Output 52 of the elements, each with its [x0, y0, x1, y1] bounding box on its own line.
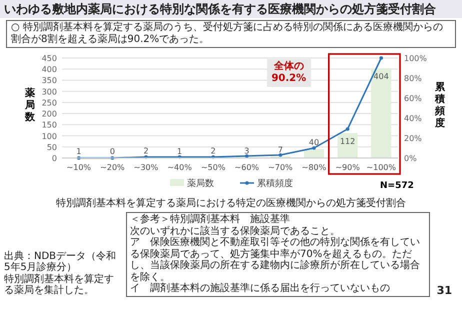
text: 特別調剤基本料を算定する薬局を集計した。: [4, 274, 115, 296]
y-tick-label: 450: [42, 54, 57, 63]
x-tick-label: ~30%: [134, 163, 159, 172]
data-label: 2: [210, 146, 216, 156]
y2-tick-label: 100%: [404, 54, 428, 63]
x-tick-label: ~40%: [167, 163, 192, 172]
x-tick-label: ~10%: [66, 163, 92, 172]
text: ア 保険医療機関と不動産取引等その他の特別な関係を有している保険薬局であって、処方箋集中率が70%を超えるもの。ただし、当該保険薬局の所在する建物内に診療所が所在している場合を除く。: [130, 237, 421, 282]
y2-tick-label: 80%: [404, 74, 422, 83]
data-label: 1: [76, 146, 82, 156]
y2-tick-label: 60%: [404, 94, 422, 103]
data-label: 7: [278, 145, 283, 154]
data-label: 40: [308, 138, 320, 148]
text: ＜参考＞特別調剤基本料 施設基準: [130, 214, 291, 226]
y-tick-label: 250: [42, 98, 57, 108]
text: 31: [436, 284, 452, 296]
annotation: 全体の90.2%: [266, 59, 311, 87]
y-tick-label: 200: [42, 110, 57, 119]
y2-tick-label: 0%: [404, 154, 418, 163]
legend-label: 累積頻度: [257, 178, 293, 189]
data-label: 404: [374, 72, 389, 82]
text: 次のいずれかに該当する保険薬局であること。: [130, 226, 341, 236]
chart-title: いわゆる敷地内薬局における特別な関係を有する医療機関からの処方箋受付割合: [0, 0, 462, 18]
y-tick-label: 150: [42, 120, 57, 130]
x-tick-label: ~50%: [200, 163, 226, 172]
data-label: 0: [110, 147, 115, 156]
x-tick-label: ~20%: [100, 163, 126, 172]
y-axis-title: 薬局数: [24, 87, 36, 123]
source-note: 出典：NDBデータ（令和5年5月診療分）: [4, 250, 118, 274]
x-tick-label: ~70%: [268, 163, 294, 172]
x-tick-label: ~100%: [366, 163, 396, 172]
text: N=572: [380, 181, 414, 191]
data-label: 2: [143, 146, 149, 156]
data-label: 112: [340, 137, 356, 146]
x-axis-title: 特別調剤基本料を算定する薬局における特定の医療機関からの処方箋受付割合: [55, 198, 407, 210]
x-tick-label: ~80%: [302, 163, 327, 172]
x-tick-label: ~60%: [234, 163, 260, 172]
data-label: 3: [244, 146, 250, 156]
y2-tick-label: 20%: [404, 134, 422, 143]
y2-axis-title: 累積頻度: [434, 81, 446, 129]
legend-label: 薬局数: [187, 178, 214, 189]
y-tick-label: 50: [46, 142, 57, 152]
x-tick-label: ~90%: [335, 163, 360, 172]
y2-tick-label: 40%: [404, 114, 422, 123]
chart-subtitle: ○ 特別調剤基本料を算定する薬局のうち、受付処方箋に占める特別の関係にある医療機関からの割合が8割を超える薬局は90.2%であった。: [6, 20, 456, 48]
y-tick-label: 350: [42, 76, 57, 86]
y-tick-label: 300: [42, 87, 57, 96]
y-tick-label: 400: [42, 65, 57, 74]
text: イ 調剤基本料の施設基準に係る届出を行っていないもの: [130, 283, 391, 294]
data-label: 1: [177, 146, 182, 156]
y-tick-label: 100: [42, 132, 57, 141]
y-tick-label: 0: [52, 154, 57, 163]
